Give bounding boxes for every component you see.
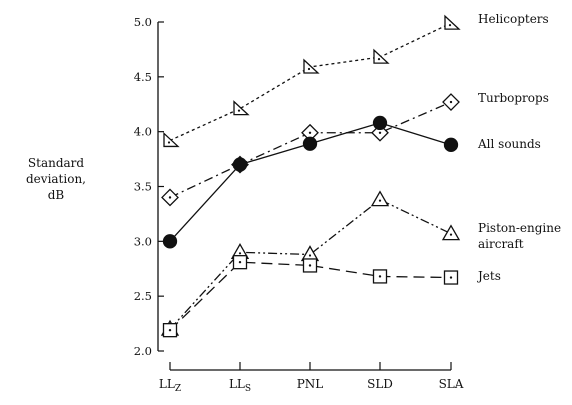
series-4-point-4 bbox=[443, 270, 459, 285]
y-axis-label-line: Standard bbox=[28, 156, 84, 170]
x-tick-label: SLD bbox=[367, 377, 393, 391]
series-0-point-2 bbox=[303, 58, 320, 74]
x-tick-label-main: PNL bbox=[297, 377, 324, 391]
y-axis-label-line: dB bbox=[48, 188, 65, 202]
y-tick-label: 3.0 bbox=[134, 234, 152, 248]
x-tick-label-main: SLA bbox=[439, 377, 464, 391]
series-4-point-0 bbox=[162, 323, 178, 338]
y-axis-label: Standard deviation, dB bbox=[26, 156, 86, 202]
series-0-point-4 bbox=[444, 14, 461, 30]
series-0-label: Helicopters bbox=[478, 12, 549, 26]
series-2-point-1 bbox=[232, 157, 248, 172]
x-tick-label-main: LL bbox=[229, 377, 245, 391]
y-tick-label: 4.0 bbox=[134, 125, 152, 139]
x-tick-label-main: LL bbox=[159, 377, 175, 391]
y-axis: 2.0 2.5 3.0 3.5 4.0 4.5 5.0 bbox=[134, 15, 164, 358]
x-tick-label: LLS bbox=[229, 377, 251, 394]
series-labels: Helicopters Turboprops All sounds Piston-en… bbox=[476, 12, 561, 283]
x-tick-label: PNL bbox=[297, 377, 324, 391]
series-2-label: All sounds bbox=[477, 137, 541, 151]
series-1-point-0 bbox=[161, 188, 179, 207]
series-4-point-2 bbox=[302, 258, 318, 273]
series-2-point-0 bbox=[162, 234, 178, 249]
y-axis-label-line: deviation, bbox=[26, 172, 86, 186]
x-tick-label: LLZ bbox=[159, 377, 181, 394]
series-4-point-1 bbox=[232, 255, 248, 270]
series-2-label-line: All sounds bbox=[477, 137, 541, 151]
series-0-point-3 bbox=[373, 48, 390, 64]
y-tick-label: 2.5 bbox=[134, 289, 152, 303]
y-tick-label: 3.5 bbox=[134, 180, 152, 194]
y-tick-label: 5.0 bbox=[134, 15, 152, 29]
series-3-line bbox=[169, 198, 452, 330]
series-3-label-line: Piston-engine bbox=[478, 221, 561, 235]
series-1-point-4 bbox=[442, 93, 460, 111]
series-3-point-3 bbox=[370, 190, 390, 207]
series-4-label: Jets bbox=[476, 269, 501, 283]
x-tick-label: SLA bbox=[439, 377, 464, 391]
series-3-label-line: aircraft bbox=[478, 237, 524, 251]
series-2-point-2 bbox=[302, 136, 318, 151]
series-2-point-4 bbox=[443, 137, 459, 152]
series-3-label: Piston-engine aircraft bbox=[478, 221, 561, 251]
series-4-point-3 bbox=[372, 269, 388, 284]
series-4-line bbox=[169, 261, 452, 331]
series-3-point-4 bbox=[441, 224, 461, 241]
series-0-label-line: Helicopters bbox=[478, 12, 549, 26]
series-markers bbox=[160, 14, 461, 338]
x-tick-label-subscript: S bbox=[245, 384, 251, 394]
y-tick-label: 2.0 bbox=[134, 344, 152, 358]
series-2-point-3 bbox=[372, 115, 388, 131]
series-0-point-1 bbox=[233, 100, 250, 116]
series-1-label-line: Turboprops bbox=[478, 91, 549, 105]
x-tick-label-main: SLD bbox=[367, 377, 393, 391]
series-0-point-0 bbox=[163, 131, 180, 148]
x-axis: LLZ LLS PNL SLD SLA bbox=[159, 362, 464, 394]
series-0-line bbox=[169, 22, 452, 142]
x-tick-label-subscript: Z bbox=[175, 384, 181, 394]
y-tick-label: 4.5 bbox=[134, 70, 152, 84]
series-4-label-line: Jets bbox=[476, 269, 501, 283]
series-1-label: Turboprops bbox=[478, 91, 549, 105]
